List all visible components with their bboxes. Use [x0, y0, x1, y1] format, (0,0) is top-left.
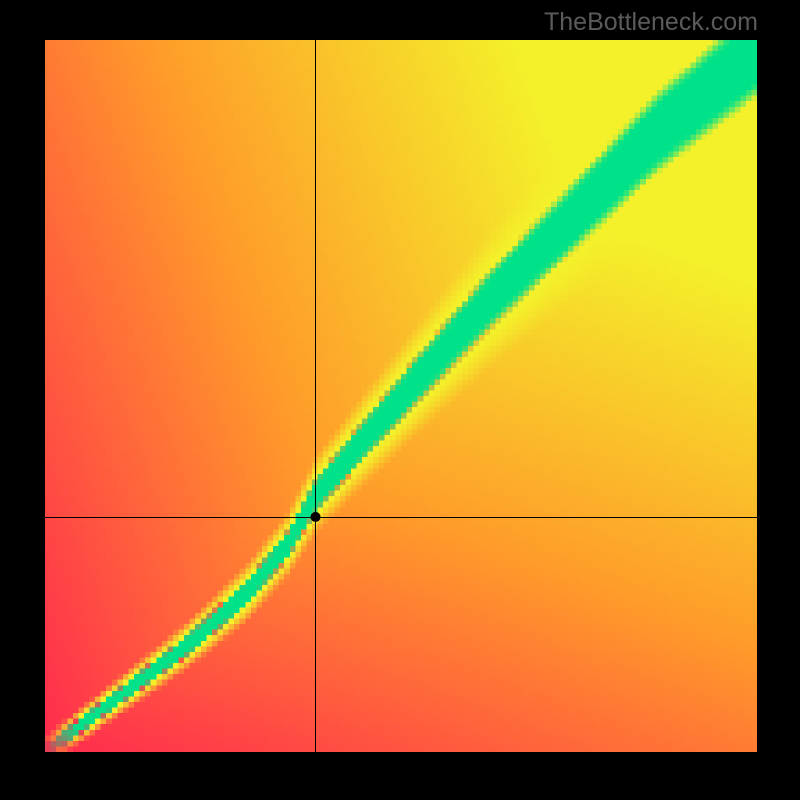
watermark-text: TheBottleneck.com: [544, 8, 758, 37]
outer-frame: TheBottleneck.com: [0, 0, 800, 800]
crosshair-horizontal: [45, 517, 757, 518]
heatmap-canvas: [45, 40, 757, 752]
crosshair-vertical: [315, 40, 316, 752]
heatmap-plot: [45, 40, 757, 752]
